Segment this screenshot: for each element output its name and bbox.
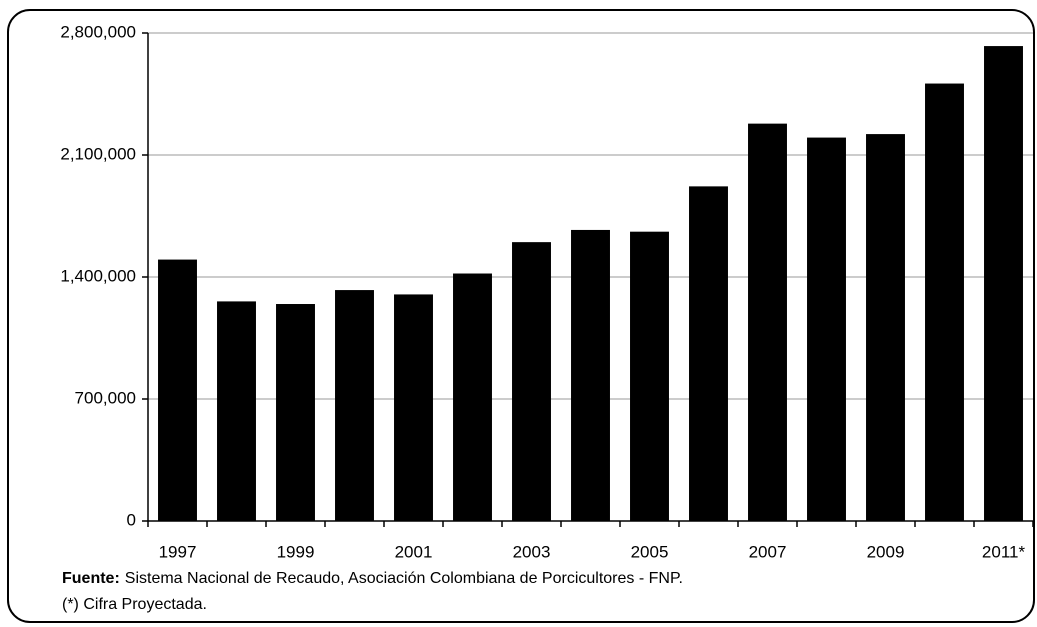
bar bbox=[807, 137, 846, 522]
y-tick-label: 700,000 bbox=[75, 388, 136, 407]
bar bbox=[335, 290, 374, 521]
bar bbox=[630, 231, 669, 521]
source-text: Sistema Nacional de Recaudo, Asociación … bbox=[125, 570, 683, 587]
x-tick-label: 2009 bbox=[867, 542, 905, 561]
bar bbox=[394, 294, 433, 521]
y-tick-label: 2,800,000 bbox=[60, 22, 136, 41]
y-tick-label: 0 bbox=[127, 510, 136, 529]
x-tick-label: 2011* bbox=[982, 542, 1026, 561]
bar bbox=[276, 304, 315, 521]
x-tick-label: 2005 bbox=[631, 542, 669, 561]
y-tick-label: 2,100,000 bbox=[60, 144, 136, 163]
source: Fuente: Sistema Nacional de Recaudo, Asoc… bbox=[62, 570, 683, 587]
bar bbox=[866, 134, 905, 522]
bar bbox=[748, 123, 787, 521]
bar bbox=[217, 301, 256, 521]
y-tick-label: 1,400,000 bbox=[60, 266, 136, 285]
x-tick-label: 2001 bbox=[395, 542, 433, 561]
bar bbox=[512, 242, 551, 521]
bar bbox=[925, 83, 964, 522]
bar bbox=[571, 229, 610, 521]
x-tick-label: 1997 bbox=[159, 542, 197, 561]
bar bbox=[984, 46, 1023, 521]
bar bbox=[689, 186, 728, 521]
bar bbox=[453, 273, 492, 521]
note: (*) Cifra Proyectada. bbox=[62, 596, 207, 613]
x-tick-label: 2003 bbox=[513, 542, 551, 561]
bar bbox=[158, 259, 197, 521]
source-label: Fuente: bbox=[62, 570, 120, 587]
frame bbox=[7, 9, 1035, 623]
x-tick-label: 1999 bbox=[277, 542, 315, 561]
x-tick-label: 2007 bbox=[749, 542, 787, 561]
